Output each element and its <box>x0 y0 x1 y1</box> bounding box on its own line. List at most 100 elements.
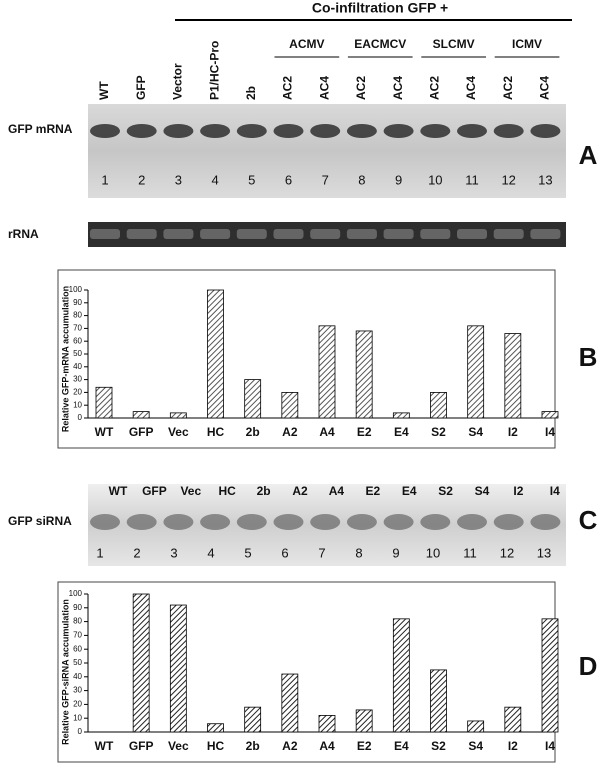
x-tick-label: I2 <box>508 425 518 439</box>
lane-number: 12 <box>501 172 515 187</box>
x-tick-label: WT <box>95 739 114 753</box>
lane-number: 4 <box>211 172 218 187</box>
row-label: GFP mRNA <box>8 122 73 136</box>
lane-number: 2 <box>133 545 140 560</box>
lane-number: 9 <box>395 172 402 187</box>
rrna-band <box>90 229 120 239</box>
bar <box>318 325 336 419</box>
band <box>493 514 524 530</box>
lane-label: Vector <box>171 63 185 100</box>
x-tick-label: I4 <box>545 739 555 753</box>
lane-label: 2b <box>244 86 258 100</box>
lane-label: AC2 <box>281 76 295 100</box>
blot <box>88 104 566 198</box>
y-tick-label: 30 <box>73 686 82 695</box>
lane-number: 5 <box>248 172 255 187</box>
lane-number: 7 <box>318 545 325 560</box>
x-tick-label: 2b <box>246 739 260 753</box>
bar <box>467 325 485 419</box>
y-tick-label: 70 <box>73 631 82 640</box>
rrna-band <box>236 229 267 239</box>
y-tick-label: 50 <box>73 658 82 667</box>
bar <box>392 412 410 419</box>
lane-number: 13 <box>537 545 551 560</box>
lane-number: 7 <box>322 172 329 187</box>
lane-number: 3 <box>175 172 182 187</box>
band <box>493 124 524 138</box>
lane-number: 8 <box>355 545 362 560</box>
y-tick-label: 0 <box>78 727 83 736</box>
lane-label: I4 <box>550 484 560 498</box>
y-tick-label: 90 <box>73 298 82 307</box>
y-tick-label: 20 <box>73 700 82 709</box>
y-tick-label: 40 <box>73 672 82 681</box>
lane-label: WT <box>97 81 111 100</box>
lane-label: AC2 <box>354 76 368 100</box>
group-label: SLCMV <box>433 37 475 51</box>
rrna-band <box>273 229 304 239</box>
lane-label: AC2 <box>501 76 515 100</box>
band <box>126 514 157 530</box>
bar <box>430 669 447 733</box>
y-tick-label: 60 <box>73 644 82 653</box>
lane-number: 1 <box>101 172 108 187</box>
x-tick-label: GFP <box>129 739 154 753</box>
x-tick-label: E2 <box>357 425 372 439</box>
bar <box>504 706 522 733</box>
bar <box>281 673 299 733</box>
group-label: EACMCV <box>354 37 406 51</box>
lane-number: 9 <box>392 545 399 560</box>
x-tick-label: GFP <box>129 425 154 439</box>
lane-label: S4 <box>475 484 490 498</box>
lane-number: 10 <box>428 172 442 187</box>
lane-label: HC <box>219 484 237 498</box>
lane-number: 4 <box>207 545 214 560</box>
y-tick-label: 100 <box>69 285 83 294</box>
bar <box>95 386 113 419</box>
x-tick-label: Vec <box>168 425 189 439</box>
y-tick-label: 60 <box>73 336 82 345</box>
bar <box>467 720 485 733</box>
band <box>457 124 487 138</box>
x-tick-label: S2 <box>431 739 446 753</box>
bar <box>541 411 559 419</box>
lane-number: 6 <box>281 545 288 560</box>
x-tick-label: A4 <box>319 739 335 753</box>
lane-number: 12 <box>500 545 514 560</box>
y-tick-label: 80 <box>73 617 82 626</box>
y-tick-label: 90 <box>73 603 82 612</box>
x-tick-label: HC <box>207 739 225 753</box>
row-label: GFP siRNA <box>8 514 72 528</box>
bar <box>392 618 410 733</box>
lane-number: 1 <box>96 545 103 560</box>
band <box>163 514 194 530</box>
rrna-band <box>457 229 487 239</box>
band <box>530 124 561 138</box>
x-tick-label: A2 <box>282 739 298 753</box>
rrna-band <box>163 229 194 239</box>
band <box>236 124 267 138</box>
rrna-band <box>310 229 341 239</box>
x-tick-label: E2 <box>357 739 372 753</box>
lane-label: AC4 <box>538 76 552 100</box>
x-tick-label: A2 <box>282 425 298 439</box>
lane-label: E2 <box>365 484 380 498</box>
bar <box>318 715 336 733</box>
x-tick-label: WT <box>95 425 114 439</box>
band <box>383 124 414 138</box>
rrna-band <box>200 229 231 239</box>
x-tick-label: S4 <box>468 425 483 439</box>
rrna-band <box>126 229 157 239</box>
lane-number: 11 <box>463 545 477 560</box>
y-tick-label: 0 <box>78 413 83 422</box>
bar <box>281 391 299 419</box>
band <box>310 124 341 138</box>
bar <box>504 333 522 419</box>
bar <box>169 604 187 733</box>
chart-frame <box>57 581 556 763</box>
lane-number: 8 <box>358 172 365 187</box>
lane-label: GFP <box>142 484 167 498</box>
bar <box>244 706 262 733</box>
bar <box>132 411 150 419</box>
y-axis-label: Relative GFP-mRNA accumulation <box>60 286 70 432</box>
